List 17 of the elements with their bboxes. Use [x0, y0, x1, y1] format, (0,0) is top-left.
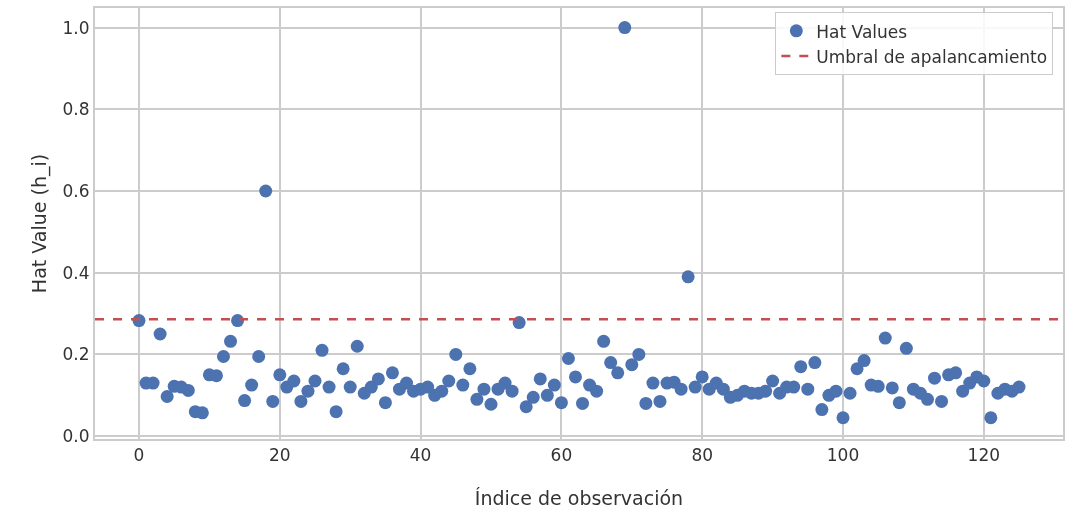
legend-label: Umbral de apalancamiento: [816, 46, 1048, 67]
x-tick-label: 80: [691, 445, 714, 466]
legend-label: Hat Values: [816, 21, 908, 42]
y-tick-label: 1.0: [62, 17, 90, 38]
y-tick-label: 0.0: [62, 426, 90, 447]
x-axis-title: Índice de observación: [474, 487, 684, 509]
y-axis-title: Hat Value (h_i): [28, 153, 51, 294]
x-tick-label: 60: [550, 445, 573, 466]
x-tick-label: 20: [268, 445, 291, 466]
y-tick-label: 0.4: [62, 262, 90, 283]
y-tick-label: 0.2: [62, 344, 90, 365]
x-tick-label: 40: [409, 445, 432, 466]
y-tick-label: 0.8: [62, 99, 90, 120]
x-tick-label: 0: [133, 445, 145, 466]
y-tick-label: 0.6: [62, 180, 90, 201]
x-tick-label: 100: [826, 445, 860, 466]
x-tick-label: 120: [967, 445, 1001, 466]
